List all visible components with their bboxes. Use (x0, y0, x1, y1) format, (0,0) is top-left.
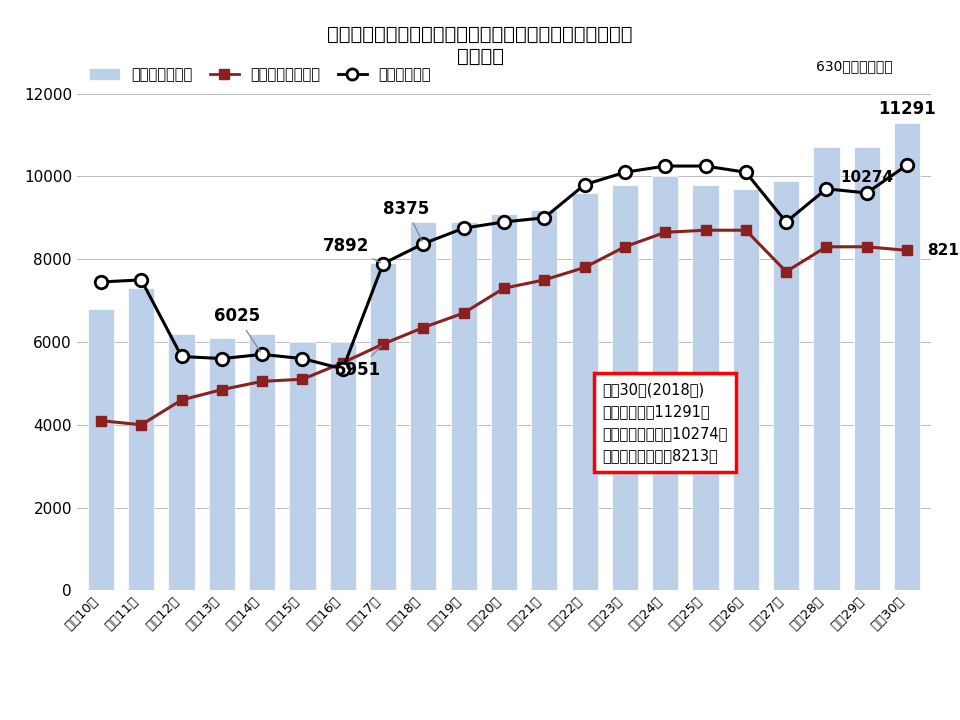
Bar (773, 181, 800, 590)
Text: 630調査から作成: 630調査から作成 (816, 59, 893, 73)
Text: 8375: 8375 (383, 199, 429, 241)
Bar (249, 334, 276, 590)
Bar (732, 189, 759, 590)
Bar (169, 334, 195, 590)
Bar (129, 288, 155, 590)
Bar (894, 123, 920, 590)
Legend: 終日閉鎖病床数, 医療保護入院者数, 終日閉鎖人数: 終日閉鎖病床数, 医療保護入院者数, 終日閉鎖人数 (84, 61, 437, 88)
Bar (612, 185, 638, 590)
Text: 5951: 5951 (335, 346, 381, 379)
Text: 年次推移: 年次推移 (457, 47, 503, 66)
Text: 平成30年(2018年)
終日閉鎖病床11291床
終日閉鎖処遷人数10274人
医療保護入院者数8213人: 平成30年(2018年) 終日閉鎖病床11291床 終日閉鎖処遷人数10274人… (602, 382, 728, 464)
Text: 7892: 7892 (323, 237, 380, 263)
Text: 埼玉県終日閉鎖病床数、終日閉鎖人数、医療保護入院者数: 埼玉県終日閉鎖病床数、終日閉鎖人数、医療保護入院者数 (327, 25, 633, 44)
Bar (692, 185, 719, 590)
Bar (853, 148, 879, 590)
Bar (491, 214, 517, 590)
Bar (450, 222, 477, 590)
Bar (208, 338, 235, 590)
Text: 10274: 10274 (840, 170, 893, 185)
Bar (652, 176, 679, 590)
Bar (571, 193, 598, 590)
Bar (370, 264, 396, 590)
Bar (329, 342, 356, 590)
Bar (88, 309, 114, 590)
Text: 8213: 8213 (927, 243, 960, 258)
Bar (813, 148, 839, 590)
Text: 6025: 6025 (214, 307, 261, 352)
Bar (289, 342, 316, 590)
Bar (531, 210, 558, 590)
Text: 11291: 11291 (878, 100, 936, 118)
Bar (410, 222, 437, 590)
